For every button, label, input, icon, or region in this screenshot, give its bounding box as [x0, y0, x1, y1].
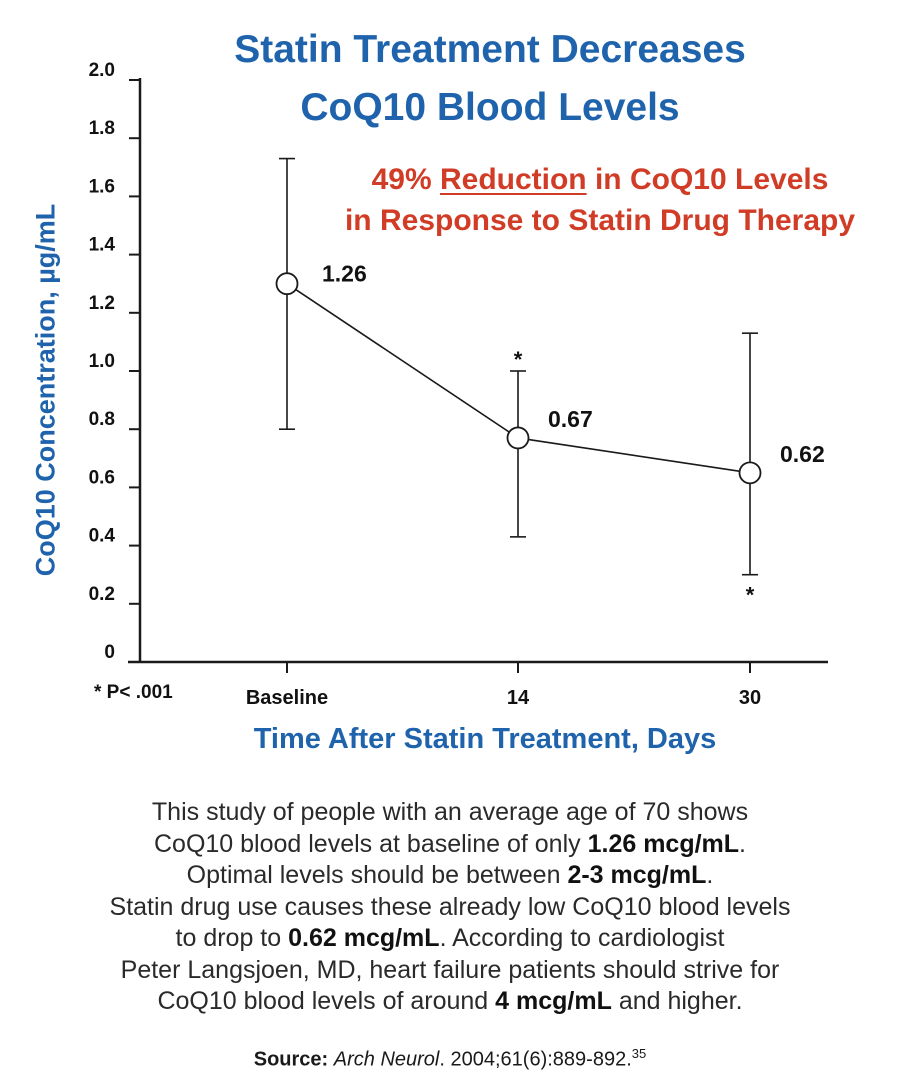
x-tick-label: 30: [739, 687, 761, 709]
caption-line: to drop to 0.62 mcg/mL. According to car…: [175, 924, 725, 952]
data-point: [738, 461, 762, 485]
y-axis-label: CoQ10 Concentration, µg/mL: [30, 203, 61, 577]
y-tick-label: 1.0: [89, 351, 115, 372]
caption-line: Peter Langsjoen, MD, heart failure patie…: [120, 955, 780, 984]
caption-line: Statin drug use causes these already low…: [109, 892, 791, 921]
y-tick-label: 0.2: [89, 584, 115, 605]
y-tick-label: 0.4: [89, 526, 116, 547]
significance-marker: *: [746, 583, 755, 608]
chart-title-line-2: CoQ10 Blood Levels: [300, 86, 680, 129]
caption-line: CoQ10 blood levels of around 4 mcg/mL an…: [157, 987, 743, 1015]
caption-line: CoQ10 blood levels at baseline of only 1…: [153, 829, 746, 858]
data-label: 0.62: [780, 441, 825, 467]
chart-subtitle-line-2: in Response to Statin Drug Therapy: [344, 204, 856, 237]
chart-subtitle-line-1: 49% Reduction in CoQ10 Levels: [371, 163, 829, 196]
y-tick-label: 1.8: [89, 118, 115, 139]
y-tick-label: 0: [104, 642, 115, 663]
subtitle-underlined-word: Reduction: [439, 163, 587, 196]
y-tick-label: 1.4: [89, 235, 116, 256]
x-tick-label: 14: [507, 687, 530, 709]
chart-title-line-1: Statin Treatment Decreases: [234, 28, 746, 71]
x-tick-label: Baseline: [246, 687, 328, 709]
caption: This study of people with an average age…: [20, 797, 880, 1018]
significance-marker: *: [514, 347, 523, 372]
data-point: [275, 272, 299, 296]
data-point: [506, 426, 530, 450]
line-chart: 0 0.2 0.4 0.6 0.8 1.0 1.2 1.4 1.6 1.8 2.0 Baseline 1…: [89, 60, 828, 709]
data-label: 1.26: [322, 261, 367, 287]
data-label: 0.67: [548, 406, 593, 432]
y-tick-label: 2.0: [89, 60, 115, 81]
source-citation: Source: Arch Neurol. 2004;61(6):889-892.…: [253, 1046, 647, 1071]
y-tick-label: 1.2: [89, 293, 115, 314]
y-tick-label: 0.8: [89, 409, 115, 430]
y-tick-label: 0.6: [89, 467, 115, 488]
caption-line: Optimal levels should be between 2-3 mcg…: [186, 861, 714, 889]
caption-line: This study of people with an average age…: [151, 798, 749, 826]
significance-footnote: * P< .001: [94, 682, 173, 703]
y-tick-label: 1.6: [89, 176, 115, 197]
x-axis-label: Time After Statin Treatment, Days: [253, 723, 717, 755]
